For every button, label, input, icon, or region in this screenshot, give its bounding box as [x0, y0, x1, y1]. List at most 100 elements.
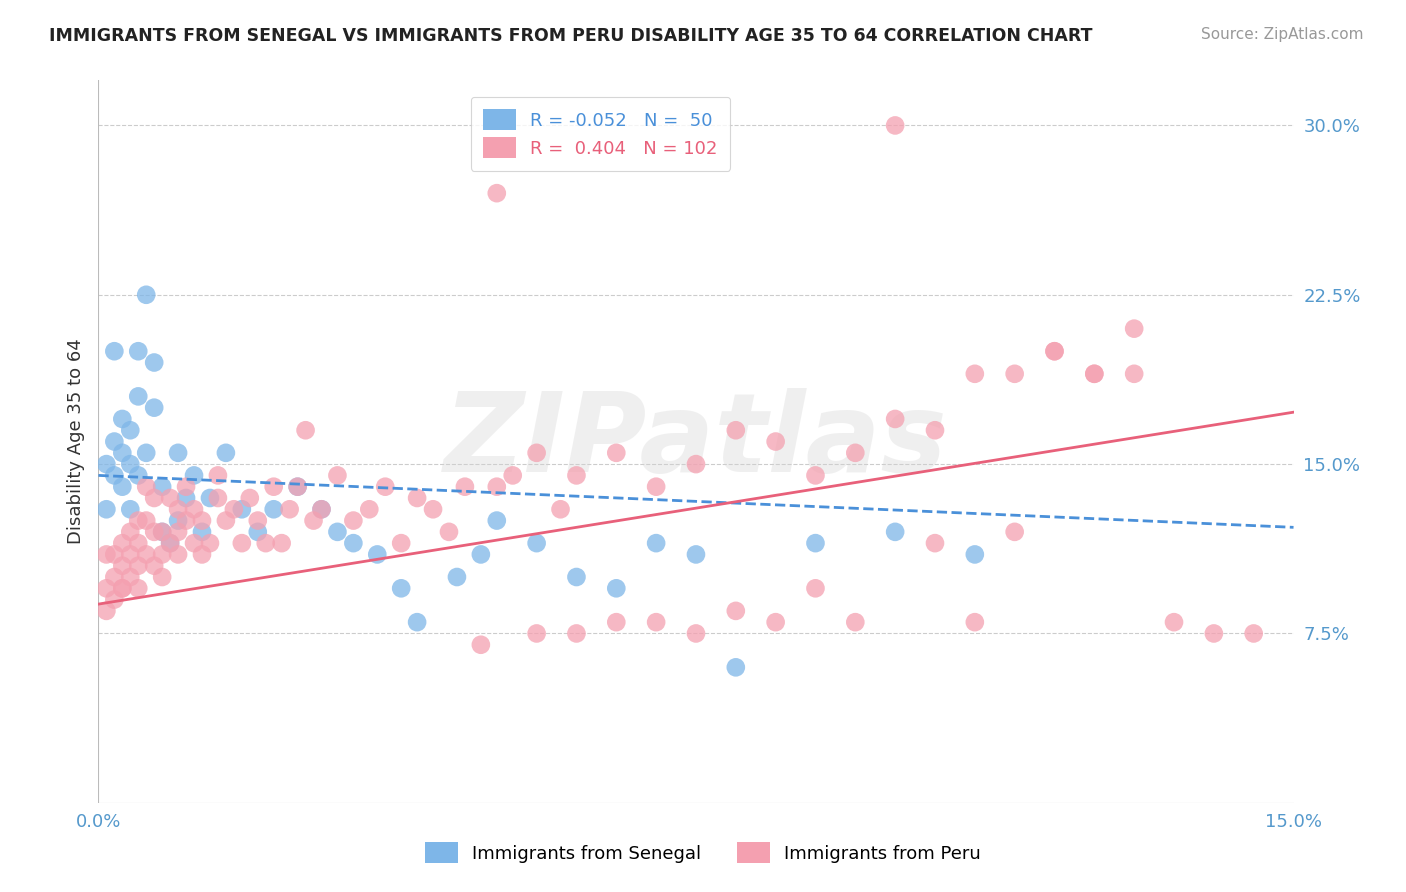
Point: [470, 548, 492, 562]
Point: [270, 536, 292, 550]
Point: [685, 457, 707, 471]
Point: [406, 491, 429, 505]
Point: [326, 524, 349, 539]
Point: [804, 582, 827, 596]
Point: [685, 548, 707, 562]
Point: [311, 502, 333, 516]
Point: [120, 502, 142, 516]
Point: [135, 480, 157, 494]
Point: [765, 615, 787, 630]
Legend: R = -0.052   N =  50, R =  0.404   N = 102: R = -0.052 N = 50, R = 0.404 N = 102: [471, 96, 730, 170]
Point: [103, 468, 125, 483]
Point: [645, 536, 668, 550]
Point: [135, 548, 157, 562]
Point: [183, 502, 205, 516]
Point: [485, 186, 508, 201]
Point: [924, 423, 946, 437]
Point: [167, 548, 190, 562]
Legend: Immigrants from Senegal, Immigrants from Peru: Immigrants from Senegal, Immigrants from…: [415, 831, 991, 874]
Point: [326, 468, 349, 483]
Point: [526, 446, 548, 460]
Point: [685, 626, 707, 640]
Point: [150, 524, 173, 539]
Point: [120, 457, 142, 471]
Point: [191, 524, 214, 539]
Point: [366, 548, 388, 562]
Point: [167, 502, 190, 516]
Point: [127, 468, 149, 483]
Point: [1004, 524, 1026, 539]
Point: [222, 502, 245, 516]
Point: [1243, 626, 1265, 640]
Text: Source: ZipAtlas.com: Source: ZipAtlas.com: [1201, 27, 1364, 42]
Point: [120, 423, 142, 437]
Point: [231, 536, 253, 550]
Point: [120, 570, 142, 584]
Point: [1043, 344, 1066, 359]
Point: [550, 502, 572, 516]
Point: [135, 446, 157, 460]
Point: [143, 491, 166, 505]
Point: [884, 524, 907, 539]
Point: [191, 514, 214, 528]
Point: [374, 480, 396, 494]
Point: [103, 434, 125, 449]
Point: [605, 582, 627, 596]
Point: [135, 514, 157, 528]
Point: [167, 524, 190, 539]
Point: [174, 491, 197, 505]
Point: [127, 514, 149, 528]
Point: [765, 434, 787, 449]
Point: [485, 480, 508, 494]
Point: [1043, 344, 1066, 359]
Point: [183, 536, 205, 550]
Point: [96, 457, 118, 471]
Point: [724, 423, 747, 437]
Point: [111, 558, 134, 573]
Point: [565, 626, 588, 640]
Point: [924, 536, 946, 550]
Point: [645, 615, 668, 630]
Point: [302, 514, 325, 528]
Point: [1083, 367, 1105, 381]
Point: [645, 480, 668, 494]
Point: [605, 615, 627, 630]
Point: [724, 660, 747, 674]
Point: [263, 502, 285, 516]
Point: [150, 548, 173, 562]
Point: [207, 468, 229, 483]
Point: [605, 446, 627, 460]
Point: [1123, 367, 1146, 381]
Point: [191, 548, 214, 562]
Point: [231, 502, 253, 516]
Point: [565, 570, 588, 584]
Point: [198, 491, 221, 505]
Y-axis label: Disability Age 35 to 64: Disability Age 35 to 64: [66, 339, 84, 544]
Point: [246, 514, 269, 528]
Point: [159, 536, 181, 550]
Point: [207, 491, 229, 505]
Point: [150, 570, 173, 584]
Point: [311, 502, 333, 516]
Point: [1004, 367, 1026, 381]
Point: [804, 468, 827, 483]
Point: [198, 536, 221, 550]
Point: [389, 536, 412, 550]
Point: [96, 604, 118, 618]
Point: [120, 524, 142, 539]
Point: [963, 548, 986, 562]
Point: [96, 548, 118, 562]
Point: [111, 446, 134, 460]
Point: [526, 536, 548, 550]
Point: [120, 548, 142, 562]
Point: [167, 446, 190, 460]
Point: [1123, 321, 1146, 335]
Point: [422, 502, 444, 516]
Point: [254, 536, 277, 550]
Point: [342, 514, 364, 528]
Point: [287, 480, 309, 494]
Point: [446, 570, 468, 584]
Point: [844, 446, 866, 460]
Point: [159, 536, 181, 550]
Point: [804, 536, 827, 550]
